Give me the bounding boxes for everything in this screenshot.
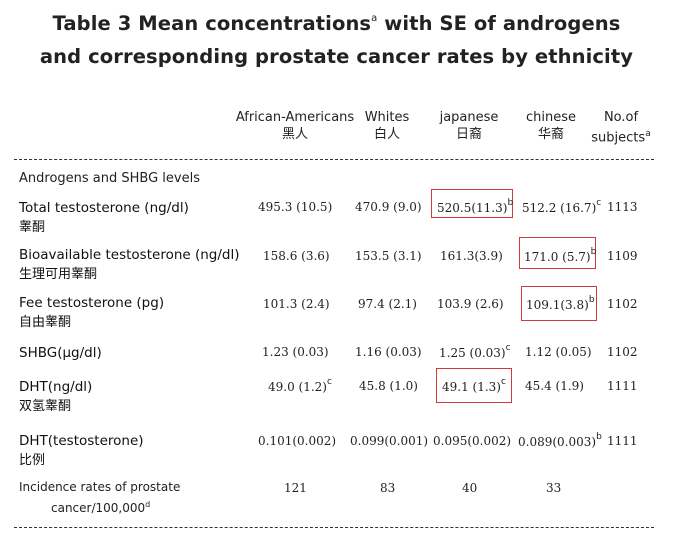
- cell-free-testosterone-subjects: 1102: [607, 297, 638, 311]
- cell-free-testosterone-chinese: 109.1(3.8)b: [526, 295, 595, 312]
- cell-total-testosterone-chinese: 512.2 (16.7)c: [522, 198, 602, 215]
- cell-dht-chinese: 45.4 (1.9): [525, 379, 584, 393]
- cell-shbg-japanese: 1.25 (0.03)c: [439, 343, 511, 360]
- cell-dht-ratio-african-americans: 0.101(0.002): [258, 434, 337, 448]
- highlight-box: [436, 368, 512, 403]
- cell-incidence-african-americans: 121: [284, 481, 307, 495]
- cell-dht-ratio-whites: 0.099(0.001): [350, 434, 429, 448]
- cell-bioavailable-african-americans: 158.6 (3.6): [263, 249, 330, 263]
- cell-shbg-chinese: 1.12 (0.05): [525, 345, 592, 359]
- cell-free-testosterone-japanese: 103.9 (2.6): [437, 297, 504, 311]
- cell-shbg-whites: 1.16 (0.03): [355, 345, 422, 359]
- row-label-dht: DHT(ng/dl) 双氢睾酮: [19, 379, 93, 414]
- cell-incidence-whites: 83: [380, 481, 396, 495]
- cell-free-testosterone-whites: 97.4 (2.1): [358, 297, 417, 311]
- cell-dht-japanese: 49.1 (1.3)c: [442, 377, 506, 394]
- cell-total-testosterone-african-americans: 495.3 (10.5): [258, 200, 333, 214]
- cell-free-testosterone-african-americans: 101.3 (2.4): [263, 297, 330, 311]
- highlight-box: [519, 237, 596, 269]
- cell-dht-ratio-japanese: 0.095(0.002): [433, 434, 512, 448]
- row-label-shbg: SHBG(µg/dl): [19, 345, 102, 361]
- cell-dht-whites: 45.8 (1.0): [359, 379, 418, 393]
- section-label: Androgens and SHBG levels: [19, 171, 200, 186]
- row-label-incidence-rates: Incidence rates of prostate cancer/100,0…: [19, 480, 181, 515]
- cell-total-testosterone-whites: 470.9 (9.0): [355, 200, 422, 214]
- highlight-box: [431, 189, 513, 218]
- table-title-line-1: Table 3 Mean concentrationsa with SE of …: [52, 12, 621, 35]
- row-label-free-testosterone: Fee testosterone (pg) 自由睾酮: [19, 295, 165, 330]
- row-label-bioavailable-testosterone: Bioavailable testosterone (ng/dl) 生理可用睾酮: [19, 247, 240, 282]
- footer-divider: [14, 527, 654, 528]
- column-header-chinese: chinese 华裔: [525, 110, 576, 142]
- cell-total-testosterone-japanese: 520.5(11.3)b: [437, 198, 514, 215]
- table-title-line-2: and corresponding prostate cancer rates …: [39, 45, 634, 68]
- cell-bioavailable-whites: 153.5 (3.1): [355, 249, 422, 263]
- cell-bioavailable-chinese: 171.0 (5.7)b: [524, 247, 597, 264]
- cell-shbg-subjects: 1102: [607, 345, 638, 359]
- cell-bioavailable-japanese: 161.3(3.9): [440, 249, 503, 263]
- row-label-total-testosterone: Total testosterone (ng/dl) 睾酮: [19, 200, 189, 235]
- cell-shbg-african-americans: 1.23 (0.03): [262, 345, 329, 359]
- cell-incidence-chinese: 33: [546, 481, 562, 495]
- cell-dht-subjects: 1111: [607, 379, 638, 393]
- column-header-japanese: japanese 日裔: [439, 110, 499, 142]
- column-header-whites: Whites 白人: [364, 110, 410, 142]
- column-header-african-americans: African-Americans 黑人: [235, 110, 355, 142]
- cell-dht-ratio-chinese: 0.089(0.003)b: [518, 432, 602, 449]
- highlight-box: [521, 286, 597, 321]
- cell-total-testosterone-subjects: 1113: [607, 200, 638, 214]
- header-divider: [14, 159, 654, 160]
- cell-dht-ratio-subjects: 1111: [607, 434, 638, 448]
- cell-dht-african-americans: 49.0 (1.2)c: [268, 377, 332, 394]
- cell-bioavailable-subjects: 1109: [607, 249, 638, 263]
- column-header-number-of-subjects: No.of subjectsa: [591, 110, 651, 146]
- cell-incidence-japanese: 40: [462, 481, 478, 495]
- row-label-dht-ratio: DHT(testosterone) 比例: [19, 433, 144, 468]
